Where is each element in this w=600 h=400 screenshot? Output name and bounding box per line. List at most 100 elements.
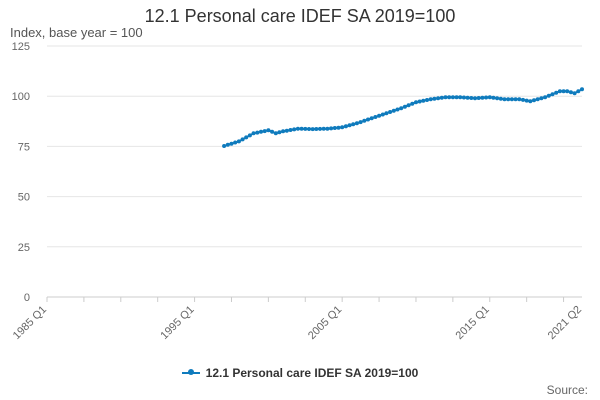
data-point bbox=[546, 93, 551, 98]
data-point bbox=[255, 130, 260, 135]
data-point bbox=[528, 99, 533, 104]
data-point bbox=[336, 125, 341, 130]
data-point bbox=[487, 95, 492, 100]
data-point bbox=[266, 128, 271, 133]
data-point bbox=[473, 96, 477, 101]
data-point bbox=[402, 104, 407, 109]
data-point bbox=[535, 97, 540, 102]
data-point bbox=[362, 118, 367, 123]
data-point bbox=[425, 98, 429, 102]
data-point bbox=[295, 126, 300, 131]
data-point bbox=[314, 127, 319, 131]
data-point bbox=[406, 103, 411, 108]
grid-lines: 0 25 50 75 100 125 bbox=[12, 41, 582, 304]
series-line bbox=[223, 88, 583, 147]
data-point bbox=[417, 99, 422, 104]
y-tick-label: 75 bbox=[18, 141, 30, 153]
data-point bbox=[332, 126, 337, 130]
data-point bbox=[388, 110, 393, 114]
data-point bbox=[244, 135, 249, 140]
data-point bbox=[354, 121, 359, 126]
data-point bbox=[380, 112, 385, 117]
data-point bbox=[284, 128, 289, 133]
data-point bbox=[251, 131, 256, 136]
legend-label: 12.1 Personal care IDEF SA 2019=100 bbox=[205, 366, 419, 380]
data-point bbox=[414, 100, 418, 105]
data-point bbox=[484, 95, 489, 100]
data-point bbox=[325, 126, 330, 131]
data-point bbox=[554, 90, 559, 95]
data-point bbox=[240, 137, 245, 142]
data-point bbox=[369, 116, 374, 121]
x-tick-label: 2005 Q1 bbox=[306, 304, 344, 342]
x-tick-label: 2021 Q2 bbox=[546, 304, 584, 342]
data-point bbox=[229, 141, 234, 146]
data-point bbox=[491, 95, 496, 100]
data-point bbox=[561, 89, 566, 94]
data-point bbox=[521, 97, 525, 102]
data-point bbox=[576, 89, 581, 94]
y-tick-label: 25 bbox=[18, 242, 30, 254]
data-point bbox=[329, 126, 334, 131]
data-point bbox=[543, 95, 548, 100]
data-point bbox=[532, 98, 536, 103]
data-point bbox=[454, 95, 459, 100]
data-point bbox=[461, 95, 466, 100]
series-layer bbox=[222, 87, 584, 148]
data-point bbox=[480, 95, 485, 100]
data-point bbox=[358, 120, 363, 125]
data-point bbox=[443, 95, 448, 100]
data-point bbox=[347, 123, 352, 128]
data-point bbox=[299, 126, 304, 131]
data-point bbox=[550, 92, 555, 97]
data-point bbox=[247, 133, 252, 138]
data-point bbox=[377, 113, 382, 118]
data-point bbox=[270, 129, 275, 134]
data-point bbox=[506, 97, 511, 102]
data-point bbox=[568, 90, 573, 95]
data-point bbox=[340, 125, 345, 130]
data-point bbox=[557, 89, 562, 94]
data-point bbox=[395, 107, 400, 112]
data-point bbox=[259, 129, 263, 134]
x-axis: 1985 Q1 1995 Q1 2005 Q1 2015 Q1 2021 Q2 bbox=[11, 296, 584, 342]
x-tick-label: 1995 Q1 bbox=[158, 304, 196, 342]
data-point bbox=[310, 127, 315, 132]
x-tick-label: 2015 Q1 bbox=[454, 304, 492, 342]
data-point bbox=[410, 101, 415, 106]
data-point bbox=[565, 89, 570, 94]
source-credit[interactable]: Source: bbox=[546, 383, 588, 397]
data-point bbox=[432, 96, 437, 101]
data-point bbox=[399, 106, 404, 111]
data-point bbox=[384, 111, 389, 116]
data-point bbox=[524, 98, 529, 103]
data-point bbox=[288, 128, 293, 132]
y-tick-label: 100 bbox=[12, 91, 30, 103]
data-point bbox=[421, 98, 426, 103]
x-tick-label: 1985 Q1 bbox=[11, 304, 49, 342]
data-point bbox=[450, 95, 455, 100]
data-point bbox=[391, 108, 396, 113]
y-axis-label: Index, base year = 100 bbox=[10, 25, 143, 40]
data-point bbox=[366, 117, 370, 122]
data-point bbox=[222, 144, 227, 148]
data-point bbox=[469, 96, 474, 100]
data-point bbox=[307, 127, 311, 131]
data-point bbox=[233, 140, 238, 145]
legend[interactable]: 12.1 Personal care IDEF SA 2019=100 bbox=[0, 366, 600, 381]
data-point bbox=[572, 91, 577, 96]
data-point bbox=[539, 96, 544, 101]
data-point bbox=[439, 95, 444, 100]
data-point bbox=[436, 96, 441, 101]
data-point bbox=[225, 142, 230, 147]
data-point bbox=[262, 129, 267, 134]
data-point bbox=[447, 95, 452, 100]
data-point bbox=[517, 97, 522, 102]
data-point bbox=[343, 124, 348, 129]
data-point bbox=[351, 122, 356, 127]
data-point bbox=[321, 126, 326, 131]
data-point bbox=[495, 96, 500, 101]
data-point bbox=[458, 95, 463, 100]
data-point bbox=[465, 95, 470, 100]
data-point bbox=[428, 97, 433, 102]
